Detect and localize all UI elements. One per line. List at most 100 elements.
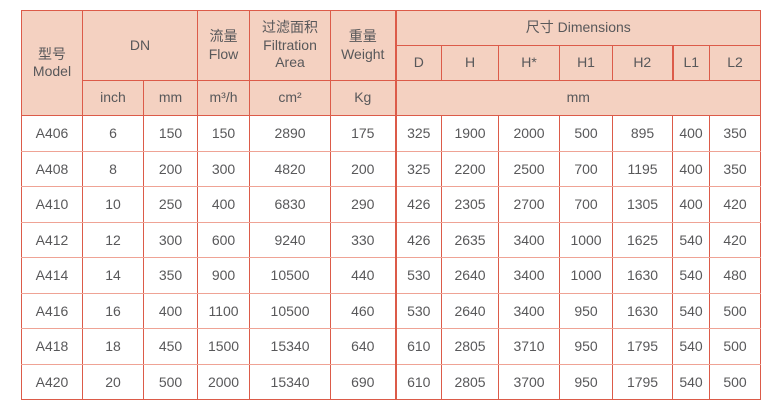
cell-flow: 300 [197, 151, 251, 187]
cell-h: 2805 [441, 364, 500, 400]
header-flow: 流量 Flow [197, 10, 251, 81]
cell-h1: 1000 [559, 257, 614, 294]
cell-dn-mm: 250 [142, 186, 199, 223]
cell-dn-mm: 150 [142, 115, 199, 152]
cell-hstar: 3710 [498, 328, 561, 365]
cell-hstar: 3700 [498, 364, 561, 400]
cell-dn-mm: 450 [142, 328, 199, 365]
cell-model: A410 [21, 186, 83, 223]
cell-flow: 900 [197, 257, 251, 294]
header-unit-area: cm² [249, 80, 332, 116]
cell-l2: 480 [709, 257, 762, 294]
cell-l1: 540 [672, 257, 711, 294]
header-row-top: 型号 Model DN 流量 Flow 过滤面积 Filtration Area… [21, 10, 762, 116]
cell-area: 6830 [249, 186, 332, 223]
cell-h: 2200 [441, 151, 500, 187]
cell-flow: 150 [197, 115, 251, 152]
header-dn: DN [81, 10, 199, 81]
cell-l1: 540 [672, 222, 711, 258]
cell-l2: 500 [709, 328, 762, 365]
cell-hstar: 3400 [498, 222, 561, 258]
header-dim-l1: L1 [671, 45, 711, 81]
table-row: A418 18 450 1500 15340 640 610 2805 3710… [21, 328, 762, 365]
cell-dn-mm: 400 [142, 293, 199, 329]
header-dim-hstar: H* [498, 45, 561, 81]
cell-l2: 500 [709, 364, 762, 400]
cell-dn-inch: 12 [82, 222, 144, 258]
cell-h1: 950 [559, 293, 614, 329]
table-row: A408 8 200 300 4820 200 325 2200 2500 70… [21, 151, 762, 187]
header-dim-l2: L2 [709, 45, 762, 81]
header-dim-h1: H1 [559, 45, 614, 81]
cell-weight: 440 [330, 257, 397, 294]
cell-dn-inch: 16 [82, 293, 144, 329]
cell-h: 2640 [441, 257, 500, 294]
cell-weight: 175 [330, 115, 397, 152]
cell-l1: 540 [672, 293, 711, 329]
cell-dn-mm: 300 [142, 222, 199, 258]
cell-dn-inch: 10 [82, 186, 144, 223]
cell-area: 10500 [249, 293, 332, 329]
cell-weight: 330 [330, 222, 397, 258]
header-row-dim: D H H* H1 H2 L1 L2 [22, 45, 762, 81]
cell-weight: 640 [330, 328, 397, 365]
cell-area: 15340 [249, 364, 332, 400]
cell-model: A408 [21, 151, 83, 187]
cell-model: A406 [21, 115, 83, 152]
cell-flow: 600 [197, 222, 251, 258]
table-row: A412 12 300 600 9240 330 426 2635 3400 1… [21, 222, 762, 258]
cell-d: 325 [394, 115, 443, 152]
cell-hstar: 3400 [498, 257, 561, 294]
cell-h2: 1795 [612, 328, 674, 365]
cell-l1: 400 [672, 115, 711, 152]
cell-model: A420 [21, 364, 83, 400]
cell-dn-inch: 14 [82, 257, 144, 294]
cell-dn-mm: 500 [142, 364, 199, 400]
cell-dn-inch: 8 [82, 151, 144, 187]
cell-dn-mm: 350 [142, 257, 199, 294]
cell-h: 1900 [441, 115, 500, 152]
cell-h: 2305 [441, 186, 500, 223]
cell-model: A414 [21, 257, 83, 294]
cell-area: 4820 [249, 151, 332, 187]
cell-hstar: 3400 [498, 293, 561, 329]
cell-weight: 460 [330, 293, 397, 329]
table-row: A414 14 350 900 10500 440 530 2640 3400 … [21, 257, 762, 294]
header-dim-d: D [394, 45, 443, 81]
cell-h1: 700 [559, 151, 614, 187]
header-filtration-area: 过滤面积 Filtration Area [249, 10, 332, 81]
cell-area: 15340 [249, 328, 332, 365]
header-unit-flow: m³/h [197, 80, 251, 116]
cell-area: 10500 [249, 257, 332, 294]
cell-l2: 420 [709, 222, 762, 258]
cell-model: A418 [21, 328, 83, 365]
cell-dn-inch: 6 [82, 115, 144, 152]
cell-l1: 540 [672, 364, 711, 400]
cell-flow: 1500 [197, 328, 251, 365]
cell-h: 2635 [441, 222, 500, 258]
cell-h1: 1000 [559, 222, 614, 258]
header-weight: 重量 Weight [330, 10, 397, 81]
cell-l2: 420 [709, 186, 762, 223]
cell-h1: 500 [559, 115, 614, 152]
cell-l1: 400 [672, 151, 711, 187]
header-unit-weight: Kg [330, 80, 397, 116]
cell-hstar: 2500 [498, 151, 561, 187]
cell-dn-inch: 20 [82, 364, 144, 400]
cell-d: 325 [394, 151, 443, 187]
cell-l1: 540 [672, 328, 711, 365]
cell-area: 9240 [249, 222, 332, 258]
header-dim-h2: H2 [612, 45, 674, 81]
table-row: A420 20 500 2000 15340 690 610 2805 3700… [21, 364, 762, 400]
header-unit-dim: mm [394, 80, 762, 116]
cell-weight: 690 [330, 364, 397, 400]
cell-h2: 1630 [612, 293, 674, 329]
cell-l1: 400 [672, 186, 711, 223]
header-dim-h: H [441, 45, 500, 81]
cell-l2: 500 [709, 293, 762, 329]
cell-h2: 1630 [612, 257, 674, 294]
table-row: A406 6 150 150 2890 175 325 1900 2000 50… [21, 115, 762, 152]
cell-weight: 290 [330, 186, 397, 223]
header-row-units: inch mm m³/h cm² Kg mm [22, 80, 762, 116]
